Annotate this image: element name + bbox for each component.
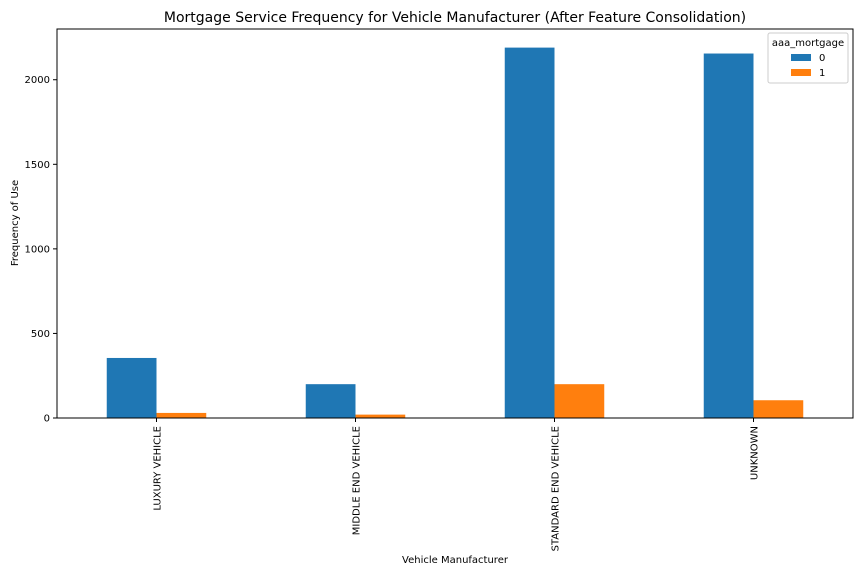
legend-title: aaa_mortgage (772, 38, 844, 49)
bar-unknown-series-0 (703, 53, 754, 418)
y-tick-label: 1500 (25, 160, 50, 171)
x-tick-label: STANDARD END VEHICLE (551, 426, 562, 551)
y-tick-label: 2000 (25, 75, 50, 86)
plot-area: LUXURY VEHICLE MIDDLE END VEHICLE STANDARD… (25, 28, 854, 551)
y-tick-label: 1000 (25, 244, 50, 255)
bar-unknown-series-1 (753, 400, 804, 418)
legend-label-series-1: 1 (819, 68, 825, 79)
x-tick-label: MIDDLE END VEHICLE (352, 426, 363, 535)
x-tick-label: UNKNOWN (750, 426, 761, 480)
legend-swatch-series-0 (791, 54, 811, 61)
legend-swatch-series-1 (791, 69, 811, 76)
bar-standard-end-vehicle-series-0 (504, 47, 555, 419)
bar-luxury-vehicle-series-1 (156, 412, 207, 418)
bar-middle-end-vehicle-series-1 (355, 414, 406, 418)
chart-title: Mortgage Service Frequency for Vehicle M… (164, 10, 746, 26)
legend-label-series-0: 0 (819, 53, 825, 64)
bar-luxury-vehicle-series-0 (106, 357, 157, 418)
x-tick-label: LUXURY VEHICLE (153, 426, 164, 511)
x-axis-label: Vehicle Manufacturer (402, 555, 509, 566)
y-tick-label: 500 (31, 329, 50, 340)
legend: aaa_mortgage 0 1 (767, 32, 849, 84)
plot-frame (56, 28, 854, 419)
bar-middle-end-vehicle-series-0 (305, 384, 356, 418)
bar-standard-end-vehicle-series-1 (554, 384, 605, 418)
y-axis-label: Frequency of Use (10, 180, 21, 266)
y-tick-label: 0 (44, 414, 50, 425)
